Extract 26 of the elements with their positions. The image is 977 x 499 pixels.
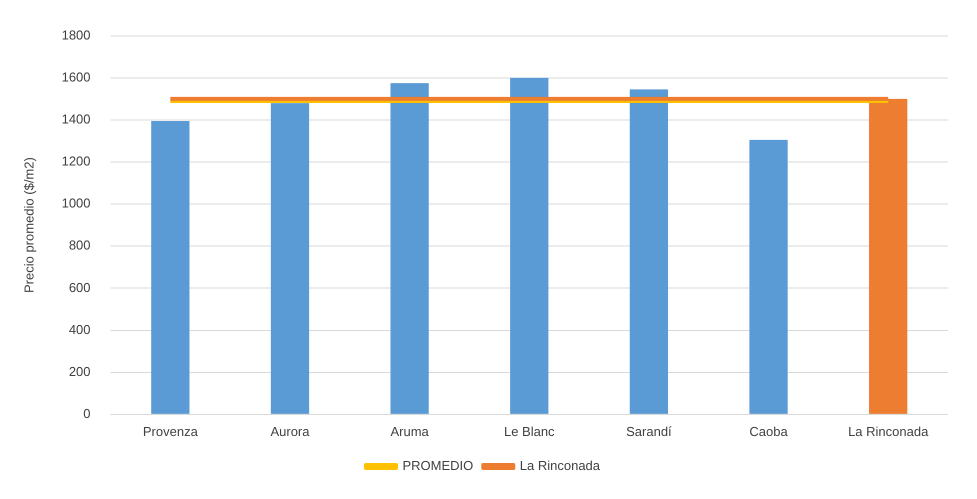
y-tick-label: 1000 bbox=[62, 196, 91, 211]
bar bbox=[270, 103, 310, 414]
y-tick-label: 1200 bbox=[62, 154, 91, 169]
x-tick-label: Sarandí bbox=[626, 424, 672, 439]
x-tick-label: Provenza bbox=[142, 424, 199, 439]
y-tick-label: 1400 bbox=[62, 112, 91, 127]
y-tick-label: 0 bbox=[83, 406, 91, 421]
y-tick-label: 1600 bbox=[62, 69, 91, 84]
x-tick-label: Le Blanc bbox=[504, 424, 556, 439]
bar bbox=[390, 83, 429, 414]
bar bbox=[630, 89, 668, 414]
y-tick-label: 600 bbox=[68, 280, 91, 295]
bar bbox=[749, 140, 788, 414]
x-tick-label: Aruma bbox=[390, 424, 430, 439]
x-tick-label: Aurora bbox=[270, 424, 310, 439]
bar bbox=[151, 120, 190, 414]
x-tick-label: La Rinconada bbox=[848, 424, 930, 439]
y-tick-label: 800 bbox=[68, 238, 91, 253]
x-tick-label: Caoba bbox=[749, 424, 788, 439]
y-tick-label: 200 bbox=[68, 364, 91, 379]
y-axis-title: Precio promedio ($/m2) bbox=[21, 157, 36, 294]
y-tick-label: 1800 bbox=[62, 27, 91, 42]
y-tick-label: 400 bbox=[68, 322, 91, 337]
legend-label: La Rinconada bbox=[520, 458, 601, 474]
bar bbox=[510, 78, 548, 414]
legend-label: PROMEDIO bbox=[402, 458, 474, 474]
